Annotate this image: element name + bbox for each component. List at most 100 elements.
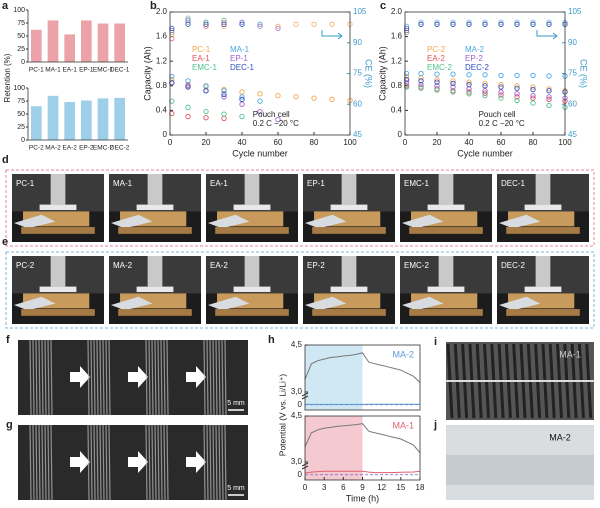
capacity-point (546, 94, 552, 100)
capacity-point (498, 81, 504, 88)
ce-point (221, 19, 227, 25)
ce-point (450, 19, 456, 25)
potential-curve (304, 423, 421, 454)
fiber (41, 424, 44, 501)
ce-point (466, 19, 472, 25)
capacity-point (185, 104, 191, 110)
wood-base (506, 227, 580, 234)
bar (81, 100, 92, 140)
capacity-point (530, 72, 536, 78)
ce-point (482, 19, 488, 25)
capacity-point (239, 113, 245, 120)
x-tick-label: 100 (343, 138, 357, 147)
y2-tick-label: 105 (568, 7, 582, 16)
ce-point (466, 21, 472, 27)
fiber (151, 339, 154, 416)
capacity-point (239, 89, 245, 95)
fiber (212, 424, 215, 501)
x-tick-label: 12 (377, 483, 386, 492)
capacity-point (498, 72, 504, 78)
y2-tick-label: 45 (568, 130, 577, 139)
fiber (209, 339, 212, 416)
panel-letter: b (150, 0, 157, 12)
fiber (108, 339, 111, 416)
fiber (166, 424, 169, 501)
fiber (154, 424, 157, 501)
pouch-cell (499, 296, 541, 311)
photo-j-band (446, 455, 594, 485)
capacity-point (514, 72, 520, 78)
capacity-point (221, 88, 227, 94)
fiber (93, 339, 96, 416)
fiber (47, 339, 50, 416)
ce-point (546, 21, 552, 27)
fiber (32, 424, 35, 501)
y2-tick-label: 75 (568, 69, 577, 78)
panel-letter: c (380, 0, 386, 12)
capacity-point (498, 84, 504, 90)
fiber (157, 339, 160, 416)
ce-point (185, 15, 191, 21)
press-rod (244, 256, 260, 287)
photo-label: EA-2 (210, 261, 228, 270)
y-tick-label: 3,0 (291, 457, 303, 466)
scale-bar-label: 5 mm (227, 400, 245, 407)
capacity-point (546, 73, 552, 79)
pouch-cell (499, 214, 541, 229)
press-rod (535, 174, 551, 205)
ce-point (239, 21, 245, 27)
capacity-point (530, 84, 536, 90)
press-foot (136, 286, 174, 293)
wood-base (118, 309, 192, 316)
legend-entry: EA-1 (192, 54, 210, 63)
capacity-point (546, 86, 552, 92)
press-foot (330, 286, 368, 293)
ce-point (185, 21, 191, 27)
fiber (35, 424, 38, 501)
y-tick-label: 0 (298, 470, 303, 479)
ce-point (293, 21, 299, 27)
y-tick-label: 0.4 (391, 106, 403, 115)
capacity-point (530, 92, 536, 99)
ce-point (546, 19, 552, 25)
x-tick-label: MA-1 (45, 67, 61, 74)
fiber (96, 339, 99, 416)
fiber (29, 424, 32, 501)
capacity-point (530, 95, 536, 101)
ce-point (514, 19, 520, 25)
arrow (70, 366, 90, 388)
capacity-point (514, 94, 520, 100)
capacity-point (257, 108, 263, 115)
fiber (163, 339, 166, 416)
fiber (154, 339, 157, 416)
press-rod (244, 174, 260, 205)
y-axis-label: Potential (V vs. Li/Li⁺) (277, 374, 287, 457)
fiber (206, 424, 209, 501)
x-tick-label: 80 (529, 138, 538, 147)
capacity-point (403, 77, 410, 83)
ce-point (418, 19, 424, 25)
fiber (102, 339, 105, 416)
pouch-cell (111, 214, 153, 229)
capacity-point (466, 81, 472, 88)
press-foot (427, 204, 465, 211)
ce-point (418, 21, 424, 27)
annotation: 0.2 C −20 °C (253, 119, 299, 128)
wood-base (409, 309, 483, 316)
capacity-point (530, 100, 536, 106)
x-tick-label: MA-2 (45, 145, 61, 152)
arrow (186, 451, 206, 473)
ce-arrow (536, 30, 558, 40)
y-tick-label: 50 (17, 111, 25, 118)
legend-entry: EMC-2 (427, 63, 452, 72)
fiber (224, 339, 227, 416)
y-tick-label: 2.0 (391, 7, 403, 16)
fiber (96, 424, 99, 501)
capacity-point (221, 115, 227, 122)
press-rod (341, 256, 357, 287)
capacity-point (482, 80, 488, 86)
capacity-point (498, 95, 504, 101)
y-tick-label: 0 (398, 130, 403, 139)
y-tick-label: 0 (298, 400, 303, 409)
